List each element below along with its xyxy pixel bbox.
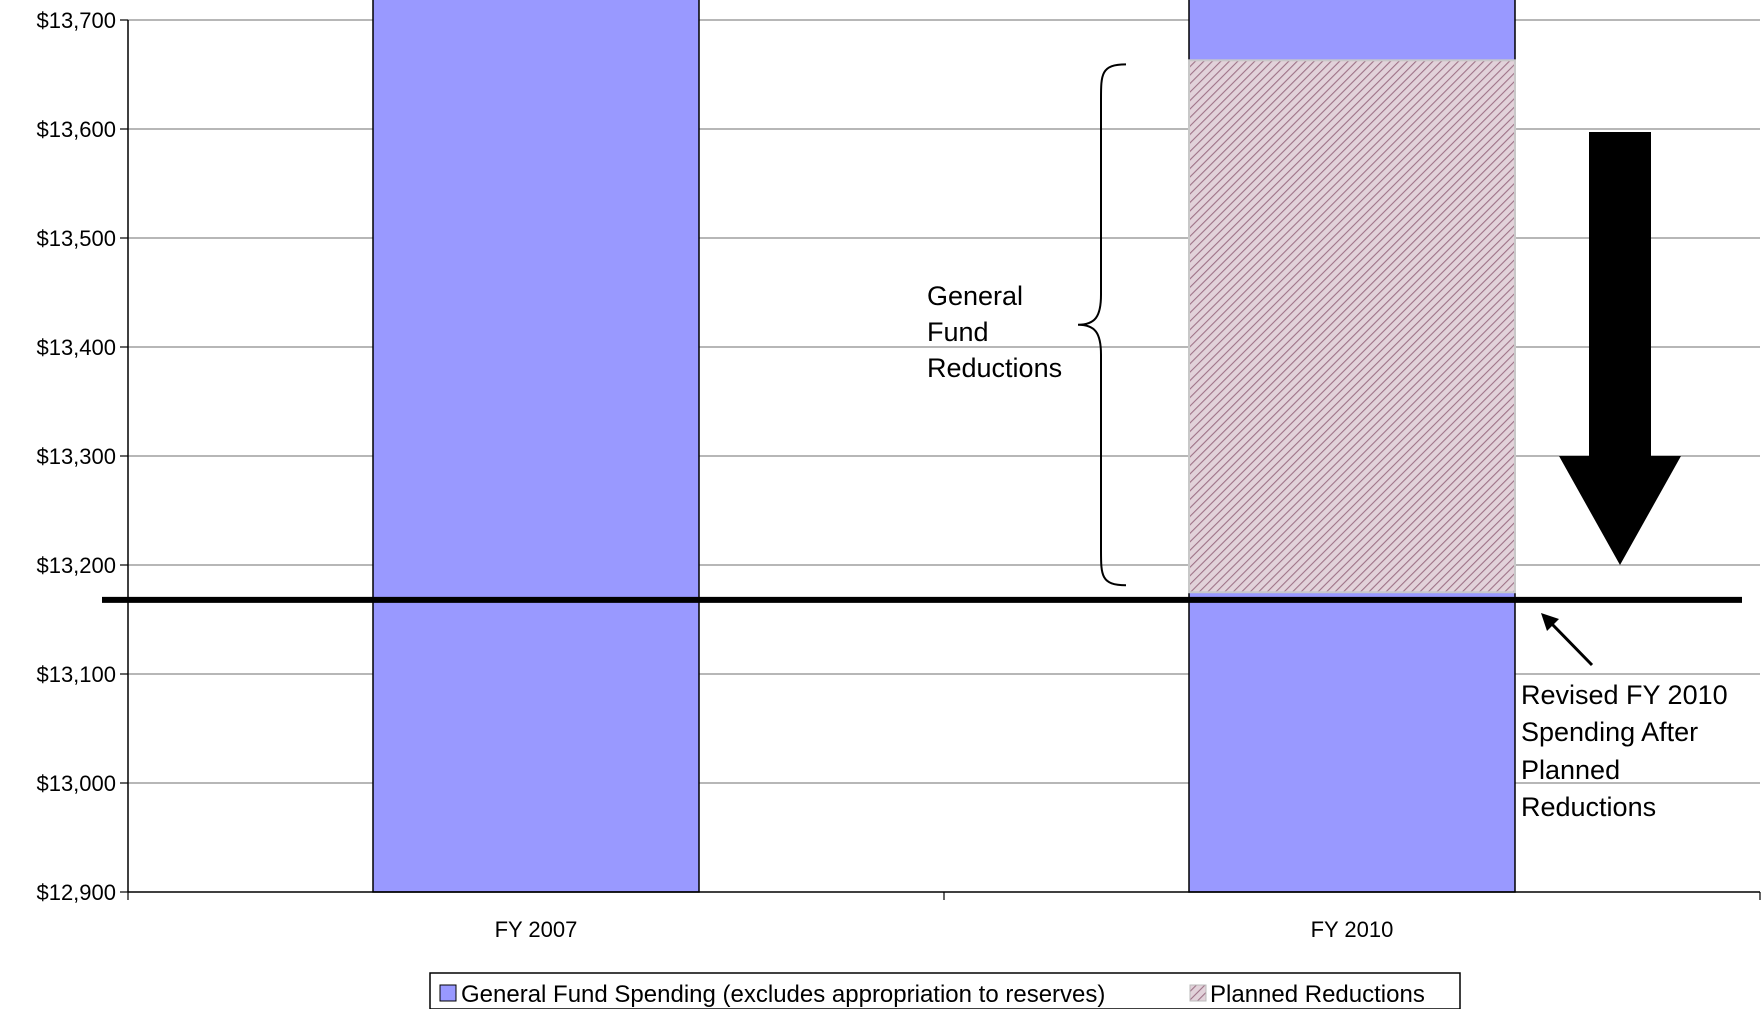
reductions-annotation: General Fund Reductions [927, 281, 1062, 383]
reductions-annotation-line-2: Fund [927, 317, 989, 347]
y-tick-label: $13,300 [36, 444, 116, 469]
y-tick-label: $13,200 [36, 553, 116, 578]
y-tick-label: $13,000 [36, 771, 116, 796]
y-tick-label: $13,100 [36, 662, 116, 687]
legend-label-general-fund: General Fund Spending (excludes appropri… [461, 981, 1105, 1008]
y-tick-label: $12,900 [36, 880, 116, 905]
y-tick-label: $13,500 [36, 226, 116, 251]
x-tick-label: FY 2007 [495, 917, 578, 942]
bar-general-fund [372, 0, 700, 893]
revised-annotation-line-1: Revised FY 2010 [1521, 680, 1728, 710]
legend-swatch-planned-reductions [1189, 984, 1207, 1002]
x-tick-label: FY 2010 [1311, 917, 1394, 942]
legend-swatch-general-fund [439, 984, 457, 1002]
revised-annotation-line-4: Reductions [1521, 792, 1656, 822]
y-tick-label: $13,600 [36, 117, 116, 142]
legend: General Fund Spending (excludes appropri… [429, 972, 1461, 1009]
down-arrow-icon [1559, 132, 1681, 565]
pointer-arrow-icon [1541, 613, 1559, 631]
bars [372, 0, 1516, 893]
x-axis-labels: FY 2007 FY 2010 [495, 917, 1394, 942]
axes [127, 20, 1761, 900]
reductions-annotation-line-1: General [927, 281, 1023, 311]
legend-box [429, 972, 1461, 1009]
revised-annotation-line-3: Planned [1521, 755, 1620, 785]
reductions-annotation-line-3: Reductions [927, 353, 1062, 383]
y-axis-ticks: $12,900 $13,000 $13,100 $13,200 $13,300 $13,4… [36, 8, 128, 905]
legend-label-planned-reductions: Planned Reductions [1210, 981, 1425, 1008]
revised-annotation-line-2: Spending After [1521, 717, 1698, 747]
bar-planned-reductions [1188, 59, 1516, 594]
reductions-brace [1077, 63, 1127, 587]
y-tick-label: $13,700 [36, 8, 116, 33]
y-tick-label: $13,400 [36, 335, 116, 360]
revised-spending-annotation: Revised FY 2010 Spending After Planned R… [1521, 680, 1735, 822]
pointer-arrow-line [1548, 620, 1594, 667]
